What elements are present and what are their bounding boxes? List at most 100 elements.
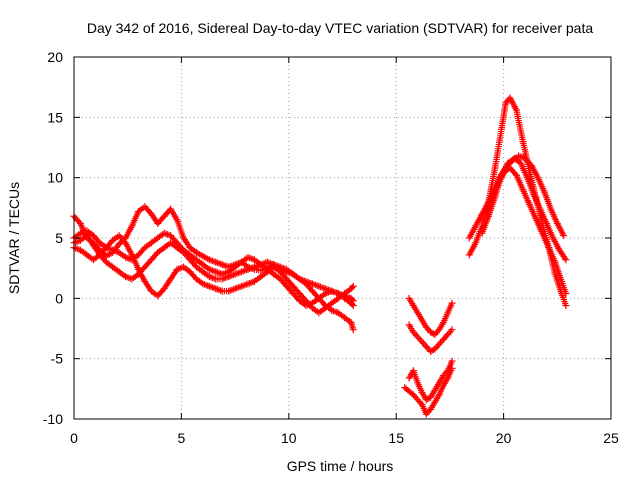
data-point	[283, 268, 291, 276]
data-point	[257, 267, 265, 275]
data-point	[515, 152, 523, 160]
data-point	[212, 285, 220, 293]
data-point	[192, 256, 200, 264]
data-point	[250, 256, 258, 264]
data-point	[349, 282, 357, 290]
data-point	[328, 299, 336, 307]
data-point	[528, 162, 536, 170]
data-point	[448, 299, 456, 307]
data-point	[250, 277, 258, 285]
data-point	[296, 297, 304, 305]
data-point	[218, 261, 226, 269]
data-point	[502, 99, 510, 107]
x-tick-label: 20	[496, 430, 512, 446]
data-point	[289, 270, 297, 278]
data-point	[422, 410, 430, 418]
x-axis-label: GPS time / hours	[287, 458, 394, 474]
y-tick-label: -10	[43, 411, 63, 427]
data-point	[549, 234, 557, 242]
data-point	[134, 265, 142, 273]
data-point	[349, 326, 357, 334]
data-point	[328, 306, 336, 314]
data-point	[225, 268, 233, 276]
data-point	[205, 273, 213, 281]
data-point	[167, 275, 175, 283]
data-point	[205, 265, 213, 273]
data-point	[147, 239, 155, 247]
data-point	[431, 331, 439, 339]
data-point	[349, 302, 357, 310]
data-point	[448, 364, 456, 372]
series-d	[70, 227, 357, 310]
data-point	[134, 207, 142, 215]
y-tick-label: 15	[47, 109, 63, 125]
data-point	[167, 239, 175, 247]
data-point	[212, 268, 220, 276]
data-point	[128, 256, 136, 264]
data-point	[192, 275, 200, 283]
data-point	[89, 241, 97, 249]
data-point	[562, 302, 570, 310]
data-point	[154, 234, 162, 242]
series-f	[405, 321, 456, 355]
data-point	[83, 251, 91, 259]
data-point	[212, 258, 220, 266]
data-point	[76, 246, 84, 254]
data-point	[448, 357, 456, 365]
data-point	[115, 268, 123, 276]
data-point	[244, 253, 252, 261]
data-point	[115, 248, 123, 256]
data-point	[238, 282, 246, 290]
data-point	[186, 251, 194, 259]
data-point	[422, 323, 430, 331]
data-point	[186, 244, 194, 252]
x-tick-label: 15	[388, 430, 404, 446]
data-point	[192, 248, 200, 256]
data-point	[409, 391, 417, 399]
data-point	[205, 282, 213, 290]
data-point	[141, 277, 149, 285]
series-k	[478, 154, 570, 264]
data-point	[422, 343, 430, 351]
data-point	[238, 268, 246, 276]
data-point	[562, 256, 570, 264]
data-point	[147, 210, 155, 218]
data-point	[89, 256, 97, 264]
data-point	[308, 299, 316, 307]
data-point	[231, 285, 239, 293]
data-point	[315, 282, 323, 290]
data-point	[431, 345, 439, 353]
data-point	[218, 270, 226, 278]
data-point	[122, 273, 130, 281]
x-tick-label: 0	[70, 430, 78, 446]
data-point	[495, 174, 503, 182]
data-point	[270, 263, 278, 271]
data-point	[231, 263, 239, 271]
data-point	[122, 253, 130, 261]
data-point	[122, 239, 130, 247]
data-point	[250, 263, 258, 271]
data-point	[508, 157, 516, 165]
data-point	[270, 270, 278, 278]
y-tick-label: 20	[47, 49, 63, 65]
series-e	[405, 294, 456, 339]
data-point	[257, 273, 265, 281]
data-point	[315, 294, 323, 302]
data-series	[70, 94, 570, 418]
data-point	[409, 328, 417, 336]
data-point	[555, 246, 563, 254]
data-point	[296, 275, 304, 283]
data-point	[435, 340, 443, 348]
chart-title: Day 342 of 2016, Sidereal Day-to-day VTE…	[87, 20, 594, 36]
y-axis-label: SDTVAR / TECUs	[6, 182, 22, 294]
data-point	[76, 229, 84, 237]
data-point	[102, 244, 110, 252]
data-point	[180, 246, 188, 254]
data-point	[244, 265, 252, 273]
data-point	[263, 258, 271, 266]
data-point	[128, 275, 136, 283]
data-point	[465, 251, 473, 259]
data-point	[444, 331, 452, 339]
data-point	[231, 270, 239, 278]
